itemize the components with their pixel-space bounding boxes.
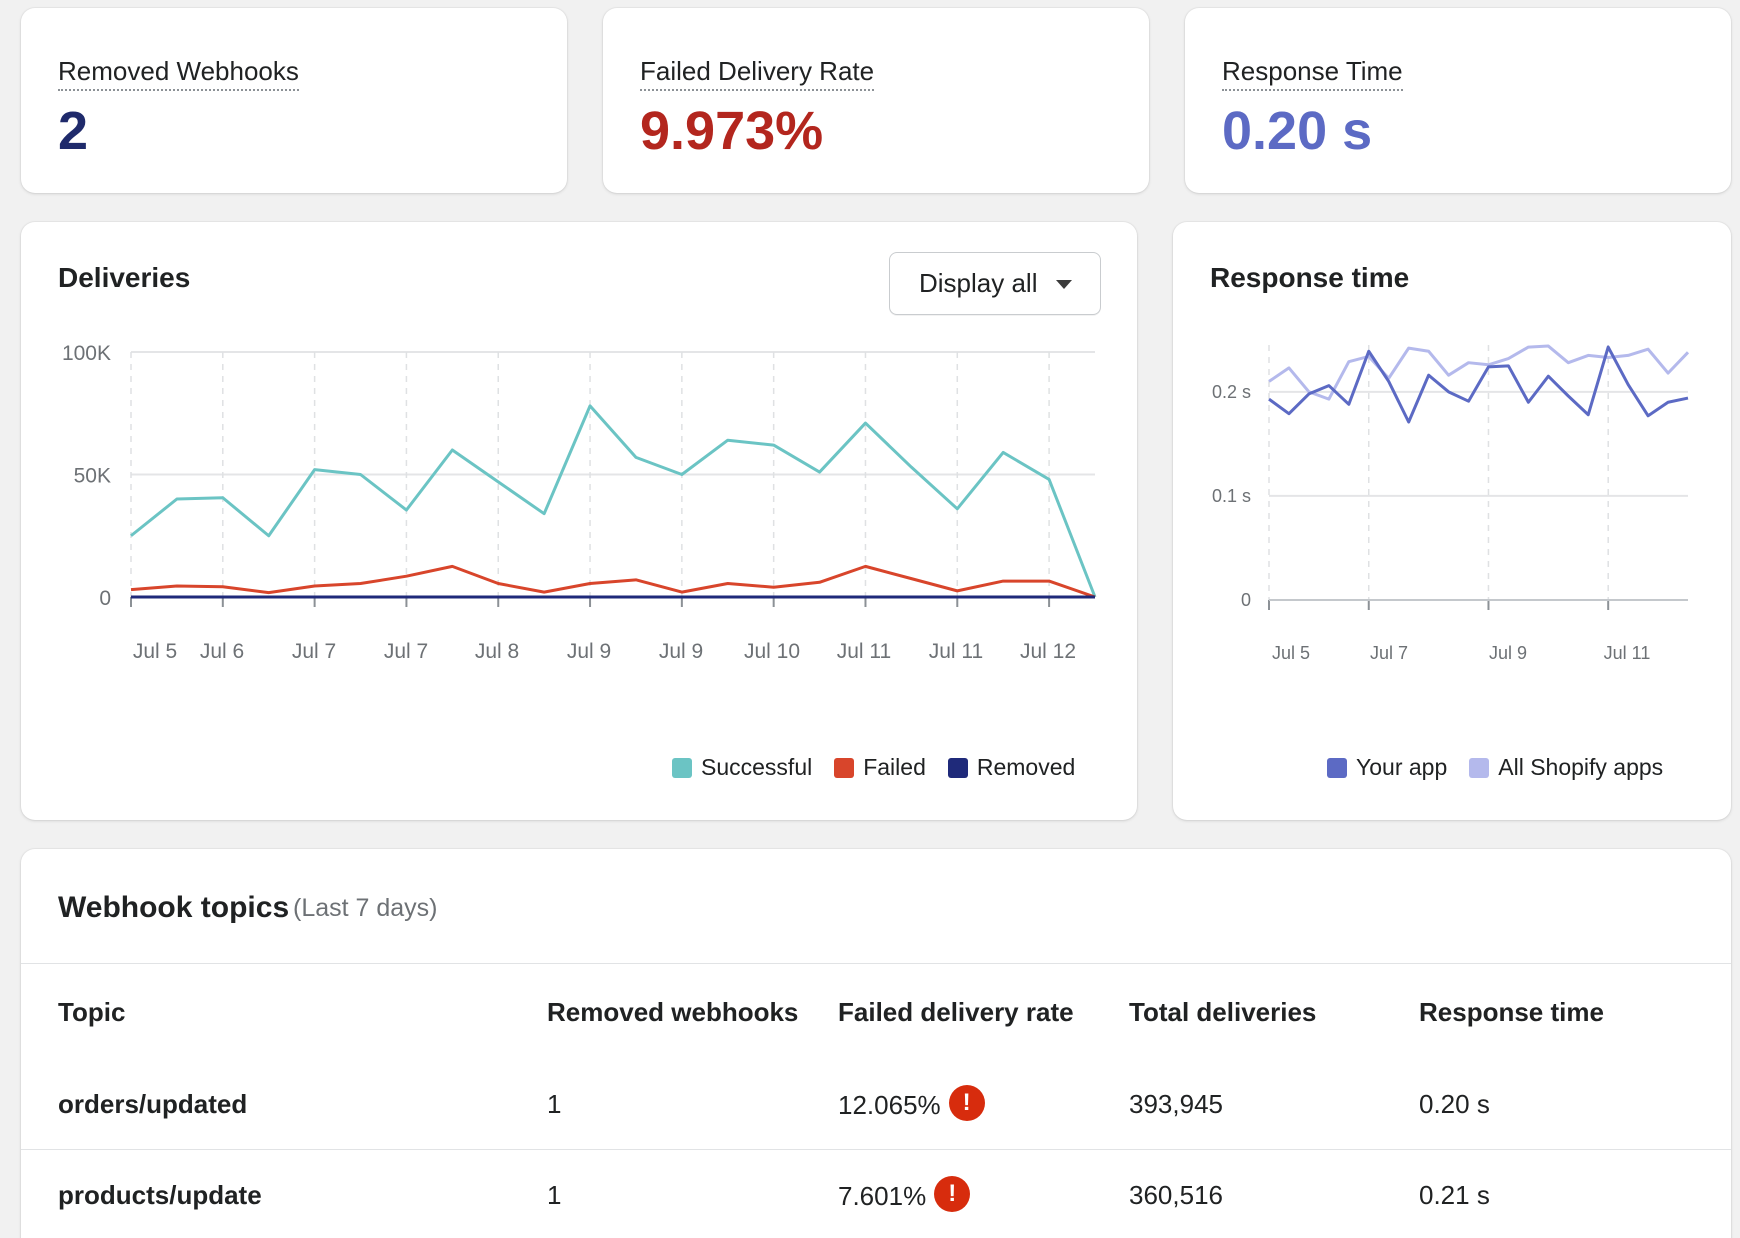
- metric-value: 0.20 s: [1222, 101, 1373, 161]
- legend-item-your-app[interactable]: Your app: [1327, 754, 1447, 781]
- y-tick-label: 50K: [74, 465, 111, 488]
- legend-swatch: [834, 757, 855, 778]
- x-tick-label: Jul 5: [133, 640, 177, 663]
- table-title: Webhook topics: [58, 891, 290, 924]
- legend-label: Failed: [863, 754, 926, 780]
- divider: [21, 963, 1731, 964]
- legend-swatch: [1327, 757, 1347, 778]
- deliveries-title: Deliveries: [58, 262, 191, 293]
- row-total: 393,945: [1129, 1089, 1223, 1119]
- legend-label: Removed: [976, 754, 1076, 780]
- table-subtitle: (Last 7 days): [293, 894, 438, 922]
- legend-swatch: [947, 757, 968, 778]
- alert-icon[interactable]: !: [948, 1085, 985, 1121]
- x-tick-label: Jul 6: [200, 640, 244, 663]
- response-time-legend: Your app All Shopify apps: [1305, 754, 1663, 781]
- row-topic[interactable]: products/update: [58, 1180, 262, 1210]
- row-response: 0.21 s: [1419, 1180, 1490, 1210]
- metric-label[interactable]: Response Time: [1222, 56, 1403, 91]
- col-header-topic[interactable]: Topic: [58, 997, 126, 1027]
- response-time-title: Response time: [1210, 262, 1410, 293]
- row-topic[interactable]: orders/updated: [58, 1089, 248, 1119]
- series-line-successful: [130, 404, 1097, 598]
- deliveries-card: [21, 222, 1137, 820]
- row-response: 0.20 s: [1419, 1089, 1490, 1119]
- alert-icon[interactable]: !: [934, 1176, 971, 1212]
- webhook-topics-card: Webhook topics (Last 7 days) Topic Remov…: [21, 849, 1731, 1238]
- col-header-removed-webhooks[interactable]: Removed webhooks: [547, 997, 799, 1027]
- legend-swatch: [1469, 757, 1490, 778]
- legend-item-successful[interactable]: Successful: [672, 754, 812, 781]
- row-divider: [21, 1149, 1731, 1150]
- series-line-failed: [130, 564, 1096, 599]
- x-tick-label: Jul 8: [475, 640, 519, 663]
- y-tick-label: 100K: [62, 342, 111, 365]
- legend-item-all-shopify-apps[interactable]: All Shopify apps: [1469, 754, 1663, 781]
- y-tick-label: 0: [99, 587, 111, 610]
- x-tick-label: Jul 12: [1020, 640, 1076, 663]
- metric-value: 9.973%: [640, 101, 824, 161]
- legend-label: Your app: [1356, 754, 1448, 780]
- metric-label[interactable]: Failed Delivery Rate: [640, 56, 875, 91]
- x-tick-label: Jul 7: [292, 640, 336, 663]
- row-failed-rate-cell: 12.065%!: [838, 1085, 985, 1125]
- row-total: 360,516: [1129, 1180, 1223, 1210]
- col-header-failed-delivery-rate[interactable]: Failed delivery rate: [838, 997, 1074, 1027]
- dropdown-label: Display all: [919, 268, 1038, 298]
- row-failed-rate: 7.601%: [838, 1180, 927, 1211]
- x-tick-label: Jul 9: [659, 640, 703, 663]
- metric-card-failed-delivery-rate: Failed Delivery Rate 9.973%: [603, 8, 1149, 193]
- metric-card-response-time: Response Time 0.20 s: [1185, 8, 1731, 193]
- legend-label: Successful: [701, 754, 813, 780]
- x-tick-label: Jul 10: [744, 640, 800, 663]
- display-filter-dropdown[interactable]: Display all: [889, 252, 1101, 315]
- metric-value: 2: [58, 101, 89, 161]
- legend-label: All Shopify apps: [1498, 754, 1664, 780]
- col-header-response-time[interactable]: Response time: [1419, 997, 1604, 1027]
- col-header-total-deliveries[interactable]: Total deliveries: [1129, 997, 1317, 1027]
- metric-card-removed-webhooks: Removed Webhooks 2: [21, 8, 567, 193]
- x-tick-label: Jul 11: [837, 640, 891, 663]
- x-tick-label: Jul 11: [929, 640, 983, 663]
- legend-item-removed[interactable]: Removed: [947, 754, 1076, 781]
- legend-item-failed[interactable]: Failed: [834, 754, 926, 781]
- row-removed: 1: [547, 1089, 562, 1119]
- metric-label[interactable]: Removed Webhooks: [58, 56, 299, 91]
- deliveries-legend: Successful Failed Removed: [650, 754, 1075, 781]
- x-tick-label: Jul 7: [384, 640, 428, 663]
- row-removed: 1: [547, 1180, 562, 1210]
- row-failed-rate: 12.065%: [838, 1089, 941, 1120]
- caret-down-icon: [1056, 280, 1072, 289]
- x-tick-label: Jul 9: [567, 640, 611, 663]
- row-failed-rate-cell: 7.601%!: [838, 1176, 971, 1216]
- response-time-card: [1173, 222, 1731, 820]
- legend-swatch: [672, 757, 692, 778]
